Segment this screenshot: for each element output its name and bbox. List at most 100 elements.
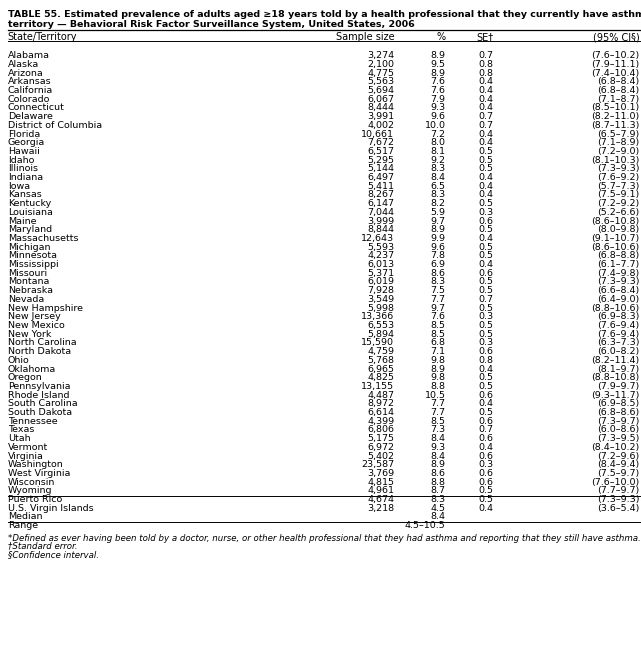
Text: 0.4: 0.4: [479, 104, 494, 113]
Text: Delaware: Delaware: [8, 112, 53, 121]
Text: †Standard error.: †Standard error.: [8, 542, 77, 551]
Text: 13,155: 13,155: [361, 382, 394, 391]
Text: Nebraska: Nebraska: [8, 286, 53, 295]
Text: 7.8: 7.8: [431, 252, 445, 260]
Text: 8.9: 8.9: [431, 364, 445, 373]
Text: Massachusetts: Massachusetts: [8, 234, 78, 243]
Text: 0.6: 0.6: [479, 391, 494, 400]
Text: 23,587: 23,587: [361, 460, 394, 469]
Text: 8.7: 8.7: [431, 487, 445, 496]
Text: (6.0–8.6): (6.0–8.6): [597, 426, 640, 434]
Text: Missouri: Missouri: [8, 269, 47, 278]
Text: 0.6: 0.6: [479, 452, 494, 461]
Text: Washington: Washington: [8, 460, 63, 469]
Text: (6.8–8.6): (6.8–8.6): [597, 408, 640, 417]
Text: Florida: Florida: [8, 129, 40, 138]
Text: (8.4–10.2): (8.4–10.2): [592, 443, 640, 452]
Text: 9.6: 9.6: [431, 243, 445, 252]
Text: (8.1–9.7): (8.1–9.7): [597, 364, 640, 373]
Text: Range: Range: [8, 521, 38, 530]
Text: 4,399: 4,399: [367, 417, 394, 426]
Text: (8.6–10.8): (8.6–10.8): [592, 217, 640, 226]
Text: North Carolina: North Carolina: [8, 338, 76, 347]
Text: 5,998: 5,998: [367, 303, 394, 313]
Text: 8.3: 8.3: [430, 278, 445, 287]
Text: (7.6–9.4): (7.6–9.4): [597, 330, 640, 339]
Text: Michigan: Michigan: [8, 243, 50, 252]
Text: 0.3: 0.3: [478, 313, 494, 322]
Text: Maryland: Maryland: [8, 225, 52, 234]
Text: (7.6–10.2): (7.6–10.2): [592, 51, 640, 60]
Text: 0.5: 0.5: [479, 286, 494, 295]
Text: (8.6–10.6): (8.6–10.6): [592, 243, 640, 252]
Text: Arizona: Arizona: [8, 69, 44, 78]
Text: (5.7–7.3): (5.7–7.3): [597, 182, 640, 191]
Text: 6.5: 6.5: [431, 182, 445, 191]
Text: 8.3: 8.3: [430, 164, 445, 173]
Text: 0.4: 0.4: [479, 182, 494, 191]
Text: 6,965: 6,965: [367, 364, 394, 373]
Text: Hawaii: Hawaii: [8, 147, 40, 156]
Text: Oregon: Oregon: [8, 373, 42, 382]
Text: 5,402: 5,402: [367, 452, 394, 461]
Text: 5,371: 5,371: [367, 269, 394, 278]
Text: 0.4: 0.4: [479, 86, 494, 95]
Text: Georgia: Georgia: [8, 138, 45, 148]
Text: 8.3: 8.3: [430, 495, 445, 504]
Text: 0.5: 0.5: [479, 408, 494, 417]
Text: 3,999: 3,999: [367, 217, 394, 226]
Text: Alabama: Alabama: [8, 51, 50, 60]
Text: TABLE 55. Estimated prevalence of adults aged ≥18 years told by a health profess: TABLE 55. Estimated prevalence of adults…: [8, 10, 641, 19]
Text: (7.5–9.1): (7.5–9.1): [597, 190, 640, 199]
Text: Rhode Island: Rhode Island: [8, 391, 69, 400]
Text: Connecticut: Connecticut: [8, 104, 65, 113]
Text: 4,961: 4,961: [367, 487, 394, 496]
Text: Indiana: Indiana: [8, 173, 43, 182]
Text: Iowa: Iowa: [8, 182, 30, 191]
Text: 12,643: 12,643: [361, 234, 394, 243]
Text: Minnesota: Minnesota: [8, 252, 56, 260]
Text: 6,013: 6,013: [367, 260, 394, 269]
Text: New Hampshire: New Hampshire: [8, 303, 83, 313]
Text: Pennsylvania: Pennsylvania: [8, 382, 71, 391]
Text: 0.3: 0.3: [478, 208, 494, 217]
Text: 6,614: 6,614: [367, 408, 394, 417]
Text: 7.9: 7.9: [431, 94, 445, 104]
Text: 4.5: 4.5: [431, 504, 445, 513]
Text: 4.5–10.5: 4.5–10.5: [404, 521, 445, 530]
Text: 0.5: 0.5: [479, 330, 494, 339]
Text: U.S. Virgin Islands: U.S. Virgin Islands: [8, 504, 94, 513]
Text: Nevada: Nevada: [8, 295, 44, 304]
Text: Colorado: Colorado: [8, 94, 50, 104]
Text: Illinois: Illinois: [8, 164, 38, 173]
Text: (6.6–8.4): (6.6–8.4): [597, 286, 640, 295]
Text: 0.6: 0.6: [479, 469, 494, 478]
Text: 9.7: 9.7: [431, 303, 445, 313]
Text: SE†: SE†: [476, 32, 494, 42]
Text: 0.4: 0.4: [479, 190, 494, 199]
Text: 0.8: 0.8: [479, 60, 494, 69]
Text: §Confidence interval.: §Confidence interval.: [8, 550, 99, 558]
Text: (7.3–9.3): (7.3–9.3): [597, 164, 640, 173]
Text: (6.8–8.8): (6.8–8.8): [597, 252, 640, 260]
Text: 4,237: 4,237: [367, 252, 394, 260]
Text: (8.8–10.8): (8.8–10.8): [592, 373, 640, 382]
Text: (7.6–9.4): (7.6–9.4): [597, 321, 640, 330]
Text: 0.5: 0.5: [479, 382, 494, 391]
Text: 7,044: 7,044: [367, 208, 394, 217]
Text: 0.6: 0.6: [479, 434, 494, 443]
Text: 0.5: 0.5: [479, 147, 494, 156]
Text: 7,672: 7,672: [367, 138, 394, 148]
Text: 8.4: 8.4: [431, 173, 445, 182]
Text: 9.8: 9.8: [431, 356, 445, 365]
Text: 5,175: 5,175: [367, 434, 394, 443]
Text: 4,674: 4,674: [367, 495, 394, 504]
Text: 5,894: 5,894: [367, 330, 394, 339]
Text: Wyoming: Wyoming: [8, 487, 52, 496]
Text: 5,593: 5,593: [367, 243, 394, 252]
Text: 7.6: 7.6: [431, 86, 445, 95]
Text: 8,444: 8,444: [367, 104, 394, 113]
Text: 4,775: 4,775: [367, 69, 394, 78]
Text: 0.4: 0.4: [479, 138, 494, 148]
Text: 0.5: 0.5: [479, 303, 494, 313]
